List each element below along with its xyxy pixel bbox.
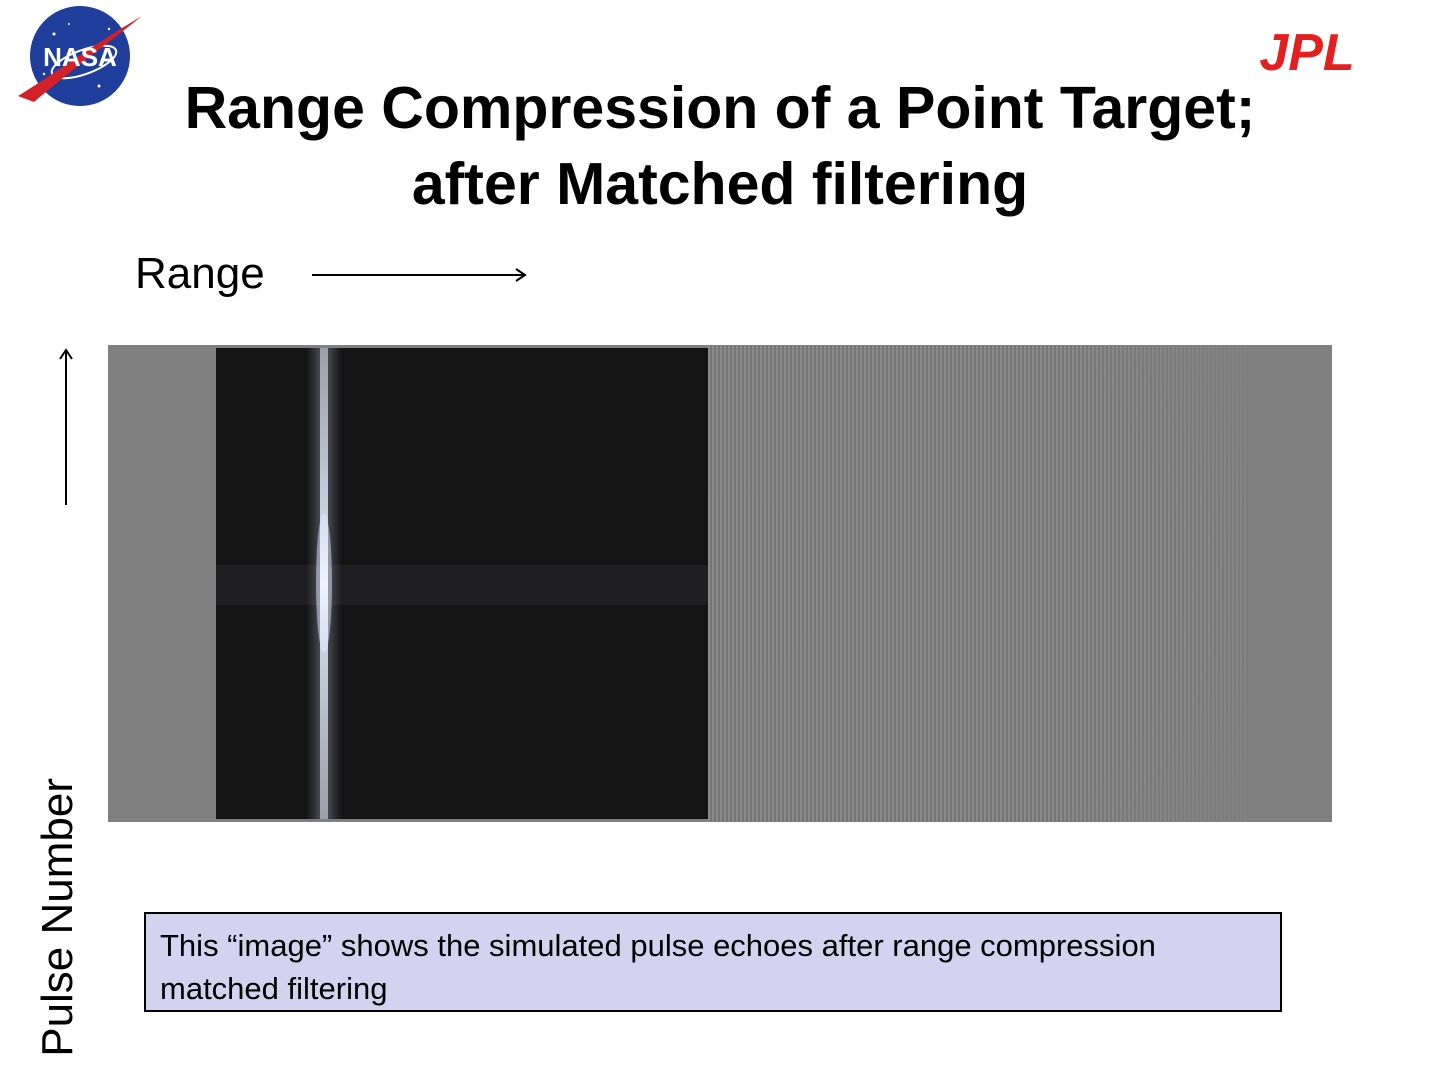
pulse-number-arrow-icon bbox=[59, 348, 73, 505]
simulated-echo-image bbox=[108, 345, 1332, 822]
page-title: Range Compression of a Point Target; aft… bbox=[0, 70, 1440, 222]
range-axis-label: Range bbox=[135, 249, 265, 298]
svg-text:JPL: JPL bbox=[1259, 28, 1354, 74]
svg-text:NASA: NASA bbox=[43, 42, 117, 72]
pulse-number-label: Pulse Number bbox=[33, 778, 82, 1057]
caption-box: This “image” shows the simulated pulse e… bbox=[144, 912, 1282, 1012]
title-line-2: after Matched filtering bbox=[411, 151, 1029, 217]
range-arrow-icon bbox=[312, 268, 527, 282]
nasa-logo: NASA bbox=[18, 6, 142, 106]
caption-text: This “image” shows the simulated pulse e… bbox=[160, 928, 1156, 1006]
jpl-logo: JPL bbox=[1259, 28, 1354, 74]
title-line-1: Range Compression of a Point Target; bbox=[184, 75, 1256, 141]
